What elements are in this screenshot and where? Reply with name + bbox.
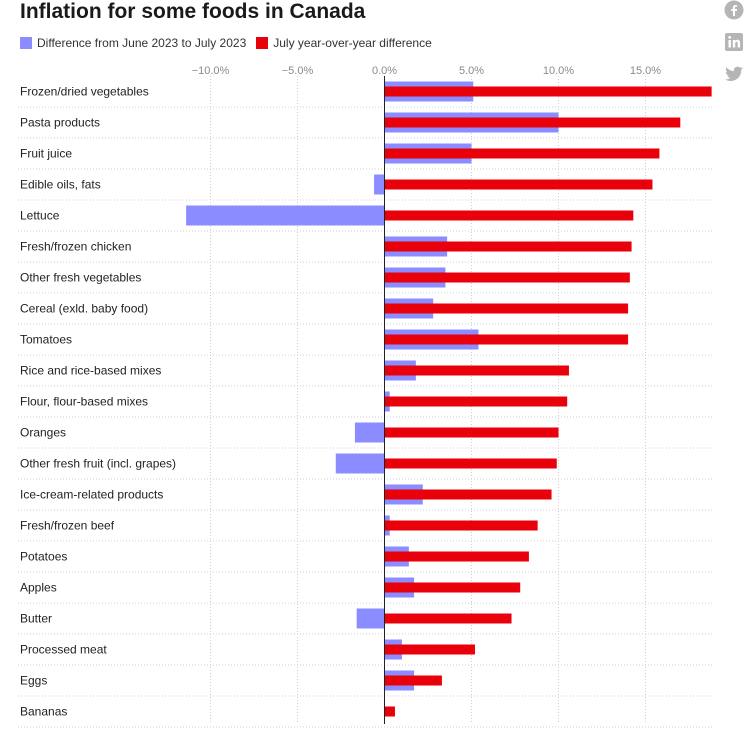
category-label: Flour, flour-based mixes bbox=[20, 395, 148, 409]
bar-monthly bbox=[335, 453, 385, 474]
bar-yoy bbox=[384, 396, 568, 407]
bar-yoy bbox=[384, 303, 629, 314]
bar-yoy bbox=[384, 117, 681, 128]
bar-yoy bbox=[384, 272, 630, 283]
category-label: Eggs bbox=[20, 674, 47, 688]
bar-yoy bbox=[384, 210, 634, 221]
bar-yoy bbox=[384, 86, 712, 97]
x-tick-label: −10.0% bbox=[192, 65, 230, 77]
legend-item-monthly[interactable]: Difference from June 2023 to July 2023 bbox=[20, 36, 246, 50]
category-label: Bananas bbox=[20, 705, 67, 719]
category-label: Rice and rice-based mixes bbox=[20, 364, 161, 378]
category-label: Other fresh vegetables bbox=[20, 271, 141, 285]
linkedin-icon[interactable] bbox=[724, 32, 744, 52]
bar-monthly bbox=[186, 205, 385, 226]
category-label: Frozen/dried vegetables bbox=[20, 85, 149, 99]
x-tick-label: 5.0% bbox=[459, 65, 484, 77]
bar-yoy bbox=[384, 489, 552, 500]
bar-yoy bbox=[384, 427, 559, 438]
category-label: Butter bbox=[20, 612, 52, 626]
category-label: Apples bbox=[20, 581, 57, 595]
x-tick-label: 0.0% bbox=[372, 65, 397, 77]
legend-label-yoy: July year-over-year difference bbox=[273, 36, 432, 50]
legend: Difference from June 2023 to July 2023 J… bbox=[20, 36, 442, 50]
bar-yoy bbox=[384, 644, 475, 655]
bar-yoy bbox=[384, 179, 653, 190]
category-label: Lettuce bbox=[20, 209, 60, 223]
legend-swatch-yoy bbox=[256, 37, 269, 49]
chart-title: Inflation for some foods in Canada bbox=[20, 0, 366, 23]
category-label: Fresh/frozen chicken bbox=[20, 240, 131, 254]
twitter-icon[interactable] bbox=[724, 64, 744, 84]
legend-swatch-monthly bbox=[20, 37, 32, 49]
category-label: Pasta products bbox=[20, 116, 100, 130]
bar-yoy bbox=[384, 241, 632, 252]
bar-yoy bbox=[384, 458, 557, 469]
category-label: Tomatoes bbox=[20, 333, 72, 347]
bar-yoy bbox=[384, 613, 512, 624]
bar-yoy bbox=[384, 706, 395, 717]
legend-item-yoy[interactable]: July year-over-year difference bbox=[256, 36, 432, 50]
category-label: Other fresh fruit (incl. grapes) bbox=[20, 457, 176, 471]
category-label: Edible oils, fats bbox=[20, 178, 101, 192]
x-tick-label: −5.0% bbox=[282, 65, 314, 77]
bar-monthly bbox=[356, 608, 385, 629]
category-label: Oranges bbox=[20, 426, 66, 440]
legend-label-monthly: Difference from June 2023 to July 2023 bbox=[37, 36, 247, 50]
facebook-icon[interactable] bbox=[724, 0, 744, 20]
bar-yoy bbox=[384, 334, 629, 345]
x-tick-label: 15.0% bbox=[630, 65, 661, 77]
category-label: Potatoes bbox=[20, 550, 67, 564]
bar-yoy bbox=[384, 520, 538, 531]
bar-yoy bbox=[384, 675, 442, 686]
bar-yoy bbox=[384, 148, 660, 159]
bar-monthly bbox=[354, 422, 385, 443]
category-label: Cereal (exld. baby food) bbox=[20, 302, 148, 316]
bar-monthly bbox=[374, 174, 385, 195]
category-label: Fresh/frozen beef bbox=[20, 519, 115, 533]
category-label: Fruit juice bbox=[20, 147, 72, 161]
bar-yoy bbox=[384, 582, 521, 593]
bar-yoy bbox=[384, 551, 529, 562]
category-label: Ice-cream-related products bbox=[20, 488, 163, 502]
category-label: Processed meat bbox=[20, 643, 107, 657]
x-tick-label: 10.0% bbox=[543, 65, 574, 77]
bar-yoy bbox=[384, 365, 569, 376]
